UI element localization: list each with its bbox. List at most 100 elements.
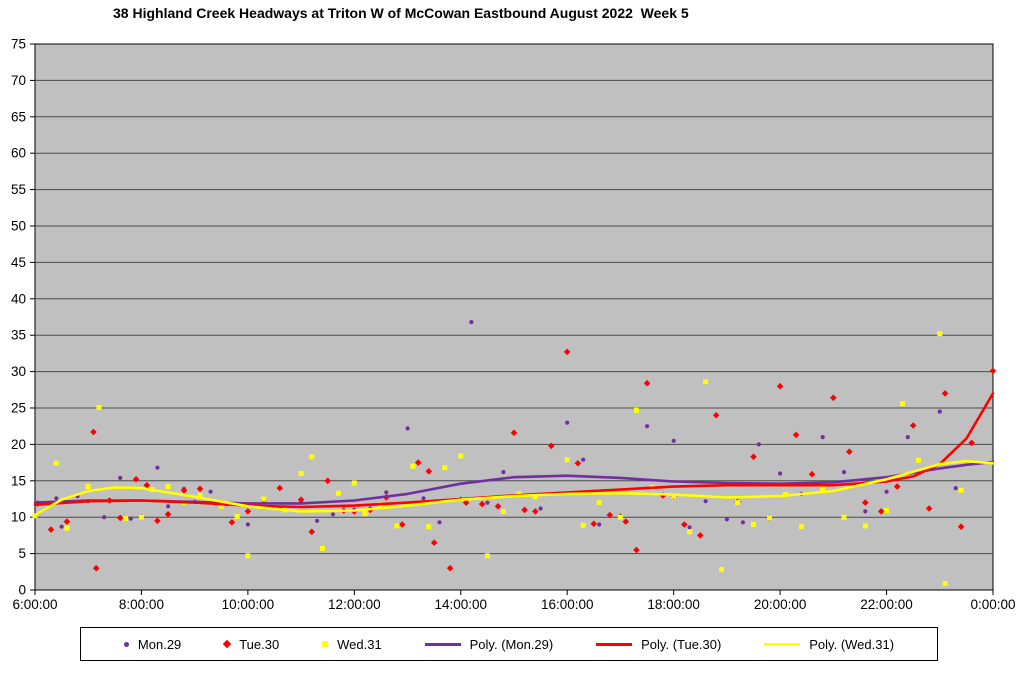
point-Mon.29 bbox=[330, 512, 336, 517]
point-Tue.30 bbox=[143, 481, 151, 489]
point-Wed.31 bbox=[362, 511, 368, 517]
point-Wed.31 bbox=[596, 500, 602, 506]
point-Mon.29 bbox=[645, 424, 650, 429]
point-Wed.31 bbox=[261, 496, 267, 502]
x-tick-label: 10:00:00 bbox=[222, 597, 275, 612]
point-Mon.29 bbox=[166, 504, 171, 509]
point-Mon.29 bbox=[841, 470, 847, 475]
y-tick-label: 5 bbox=[18, 546, 26, 561]
point-Mon.29 bbox=[469, 320, 474, 325]
point-Mon.29 bbox=[581, 457, 586, 462]
point-Tue.30 bbox=[164, 511, 172, 518]
point-Mon.29 bbox=[59, 524, 64, 529]
point-Wed.31 bbox=[500, 508, 506, 514]
point-Tue.30 bbox=[116, 514, 124, 522]
x-tick-label: 14:00:00 bbox=[434, 597, 487, 612]
point-Wed.31 bbox=[309, 454, 315, 460]
point-Wed.31 bbox=[53, 460, 59, 466]
point-Tue.30 bbox=[414, 459, 422, 466]
point-Tue.30 bbox=[877, 508, 885, 515]
point-Tue.30 bbox=[244, 508, 252, 515]
point-Mon.29 bbox=[820, 435, 825, 440]
point-Tue.30 bbox=[308, 528, 316, 536]
point-Wed.31 bbox=[85, 484, 91, 490]
x-tick-label: 6:00:00 bbox=[12, 597, 57, 612]
y-tick-label: 55 bbox=[11, 182, 26, 197]
point-Mon.29 bbox=[724, 517, 730, 522]
point-Tue.30 bbox=[750, 453, 757, 461]
point-Tue.30 bbox=[446, 564, 454, 572]
point-Wed.31 bbox=[580, 522, 586, 528]
point-Wed.31 bbox=[197, 492, 203, 498]
y-tick-label: 20 bbox=[11, 437, 26, 452]
point-Wed.31 bbox=[617, 514, 623, 520]
point-Tue.30 bbox=[808, 470, 816, 478]
point-Mon.29 bbox=[937, 409, 942, 414]
point-Tue.30 bbox=[47, 526, 55, 533]
chart-canvas: 0 5 10 15 20 25 30 35 40 45 50 55 60 65 70 75 6:00:00 8:0… bbox=[11, 37, 1016, 613]
point-Mon.29 bbox=[501, 470, 506, 475]
point-Tue.30 bbox=[180, 487, 188, 494]
trendline-Poly. (Wed.31) bbox=[33, 459, 995, 517]
chart-title: 38 Highland Creek Headways at Triton W o… bbox=[113, 5, 689, 21]
point-Tue.30 bbox=[494, 503, 502, 510]
point-Tue.30 bbox=[90, 428, 97, 436]
legend-label-poly-mon29: Poly. (Mon.29) bbox=[469, 636, 554, 652]
point-Tue.30 bbox=[697, 532, 704, 539]
legend-item-wed31: Wed.31 bbox=[322, 637, 382, 652]
point-Wed.31 bbox=[703, 379, 709, 385]
point-Mon.29 bbox=[128, 516, 133, 521]
trendline-Poly. (Tue.30) bbox=[33, 392, 995, 509]
y-tick-label: 0 bbox=[18, 583, 26, 598]
point-Wed.31 bbox=[937, 331, 943, 337]
point-Tue.30 bbox=[228, 519, 236, 526]
point-Tue.30 bbox=[925, 505, 933, 512]
point-Tue.30 bbox=[606, 511, 614, 519]
point-Mon.29 bbox=[315, 518, 320, 523]
point-Tue.30 bbox=[846, 448, 853, 455]
point-Wed.31 bbox=[942, 580, 948, 586]
point-Tue.30 bbox=[398, 521, 406, 528]
point-Wed.31 bbox=[298, 471, 304, 476]
point-Wed.31 bbox=[245, 553, 251, 559]
point-Tue.30 bbox=[574, 460, 582, 467]
x-tick-label: 8:00:00 bbox=[119, 597, 164, 612]
point-Mon.29 bbox=[538, 506, 543, 511]
legend-item-tue30: Tue.30 bbox=[222, 637, 279, 652]
y-tick-label: 70 bbox=[11, 73, 26, 88]
point-Wed.31 bbox=[862, 523, 868, 529]
point-Mon.29 bbox=[756, 442, 761, 447]
point-Mon.29 bbox=[421, 496, 426, 501]
point-Tue.30 bbox=[830, 394, 837, 402]
point-Wed.31 bbox=[218, 503, 224, 509]
point-Wed.31 bbox=[64, 525, 70, 531]
legend-item-poly-mon29: Poly. (Mon.29) bbox=[424, 636, 554, 652]
point-Wed.31 bbox=[633, 407, 639, 413]
point-Tue.30 bbox=[510, 429, 518, 437]
point-Mon.29 bbox=[565, 420, 570, 425]
legend-label-wed31: Wed.31 bbox=[337, 636, 382, 652]
poly-mon29-line-icon bbox=[424, 642, 461, 646]
point-Tue.30 bbox=[478, 500, 486, 508]
point-Tue.30 bbox=[324, 477, 331, 485]
point-Mon.29 bbox=[485, 500, 490, 505]
point-Tue.30 bbox=[633, 546, 640, 554]
point-Tue.30 bbox=[425, 468, 433, 475]
legend-label-poly-wed31: Poly. (Wed.31) bbox=[809, 636, 895, 652]
y-tick-label: 45 bbox=[11, 255, 26, 270]
point-Tue.30 bbox=[92, 564, 100, 572]
point-Tue.30 bbox=[622, 518, 630, 525]
point-Wed.31 bbox=[234, 514, 240, 519]
point-Wed.31 bbox=[564, 457, 570, 463]
point-Wed.31 bbox=[123, 516, 128, 522]
point-Wed.31 bbox=[426, 524, 432, 530]
point-Tue.30 bbox=[909, 422, 917, 429]
point-Mon.29 bbox=[208, 489, 213, 494]
point-Tue.30 bbox=[792, 431, 800, 439]
x-tick-label: 16:00:00 bbox=[541, 597, 594, 612]
point-Tue.30 bbox=[643, 379, 651, 387]
y-tick-label: 75 bbox=[11, 37, 26, 52]
point-Wed.31 bbox=[138, 514, 144, 520]
point-Tue.30 bbox=[776, 382, 784, 390]
chart-legend: Mon.29 Tue.30 Wed.31 Poly. (Mon.29) Poly… bbox=[80, 627, 938, 661]
